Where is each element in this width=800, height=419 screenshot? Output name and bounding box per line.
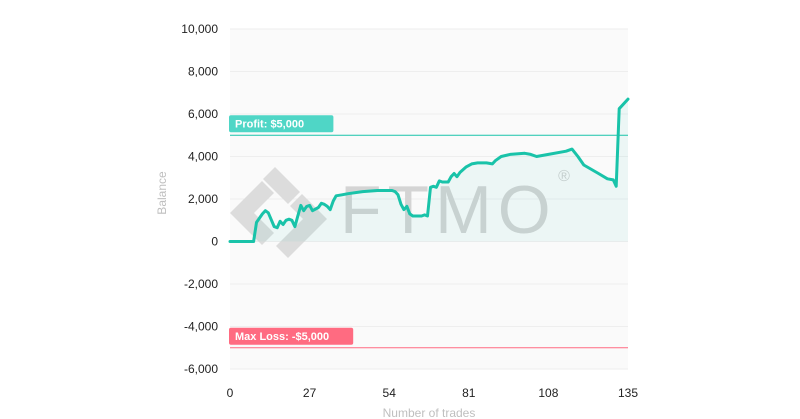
watermark-text: FTMO bbox=[340, 172, 557, 248]
registered-mark: ® bbox=[558, 168, 570, 185]
series-area bbox=[230, 99, 628, 242]
y-tick-label: -4,000 bbox=[184, 320, 218, 334]
y-tick-label: -2,000 bbox=[184, 277, 218, 291]
threshold-label: Max Loss: -$5,000 bbox=[235, 331, 329, 343]
logo-shape bbox=[230, 181, 274, 245]
y-tick-label: -6,000 bbox=[184, 362, 218, 376]
threshold-label: Profit: $5,000 bbox=[235, 118, 304, 130]
x-tick-label: 0 bbox=[227, 386, 234, 400]
x-tick-label: 135 bbox=[618, 386, 638, 400]
x-tick-label: 108 bbox=[538, 386, 558, 400]
y-tick-label: 6,000 bbox=[188, 107, 218, 121]
y-tick-label: 0 bbox=[211, 235, 218, 249]
y-tick-label: 8,000 bbox=[188, 65, 218, 79]
logo-shape bbox=[263, 167, 300, 204]
x-axis-ticks: 0 27 54 81 108 135 bbox=[227, 386, 639, 400]
balance-series bbox=[228, 97, 630, 243]
y-tick-label: 10,000 bbox=[181, 22, 218, 36]
threshold-badge bbox=[229, 327, 354, 345]
y-tick-label: 2,000 bbox=[188, 192, 218, 206]
y-axis-ticks: 10,000 8,000 6,000 4,000 2,000 0 -2,000 -4,000 -… bbox=[181, 22, 218, 376]
threshold-badge bbox=[229, 115, 334, 133]
y-axis-label: Balance bbox=[155, 171, 169, 215]
x-tick-label: 27 bbox=[303, 386, 317, 400]
balance-area bbox=[230, 99, 628, 242]
x-tick-label: 54 bbox=[383, 386, 397, 400]
y-tick-label: 4,000 bbox=[188, 150, 218, 164]
grid bbox=[230, 28, 628, 370]
x-tick-label: 81 bbox=[462, 386, 476, 400]
x-axis-label: Number of trades bbox=[383, 406, 476, 419]
series-line bbox=[228, 97, 630, 243]
threshold-annotations: Profit: $5,000 Max Loss: -$5,000 bbox=[229, 115, 628, 349]
